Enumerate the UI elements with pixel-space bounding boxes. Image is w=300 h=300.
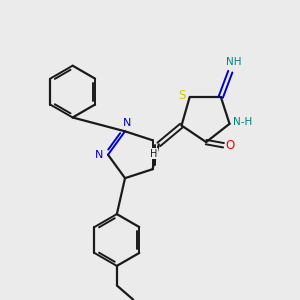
Text: NH: NH [226, 57, 242, 67]
Text: S: S [178, 89, 185, 102]
Text: N: N [123, 118, 131, 128]
Text: H: H [150, 149, 158, 159]
Text: N-H: N-H [233, 117, 252, 127]
Text: O: O [226, 139, 235, 152]
Text: N: N [95, 150, 103, 160]
